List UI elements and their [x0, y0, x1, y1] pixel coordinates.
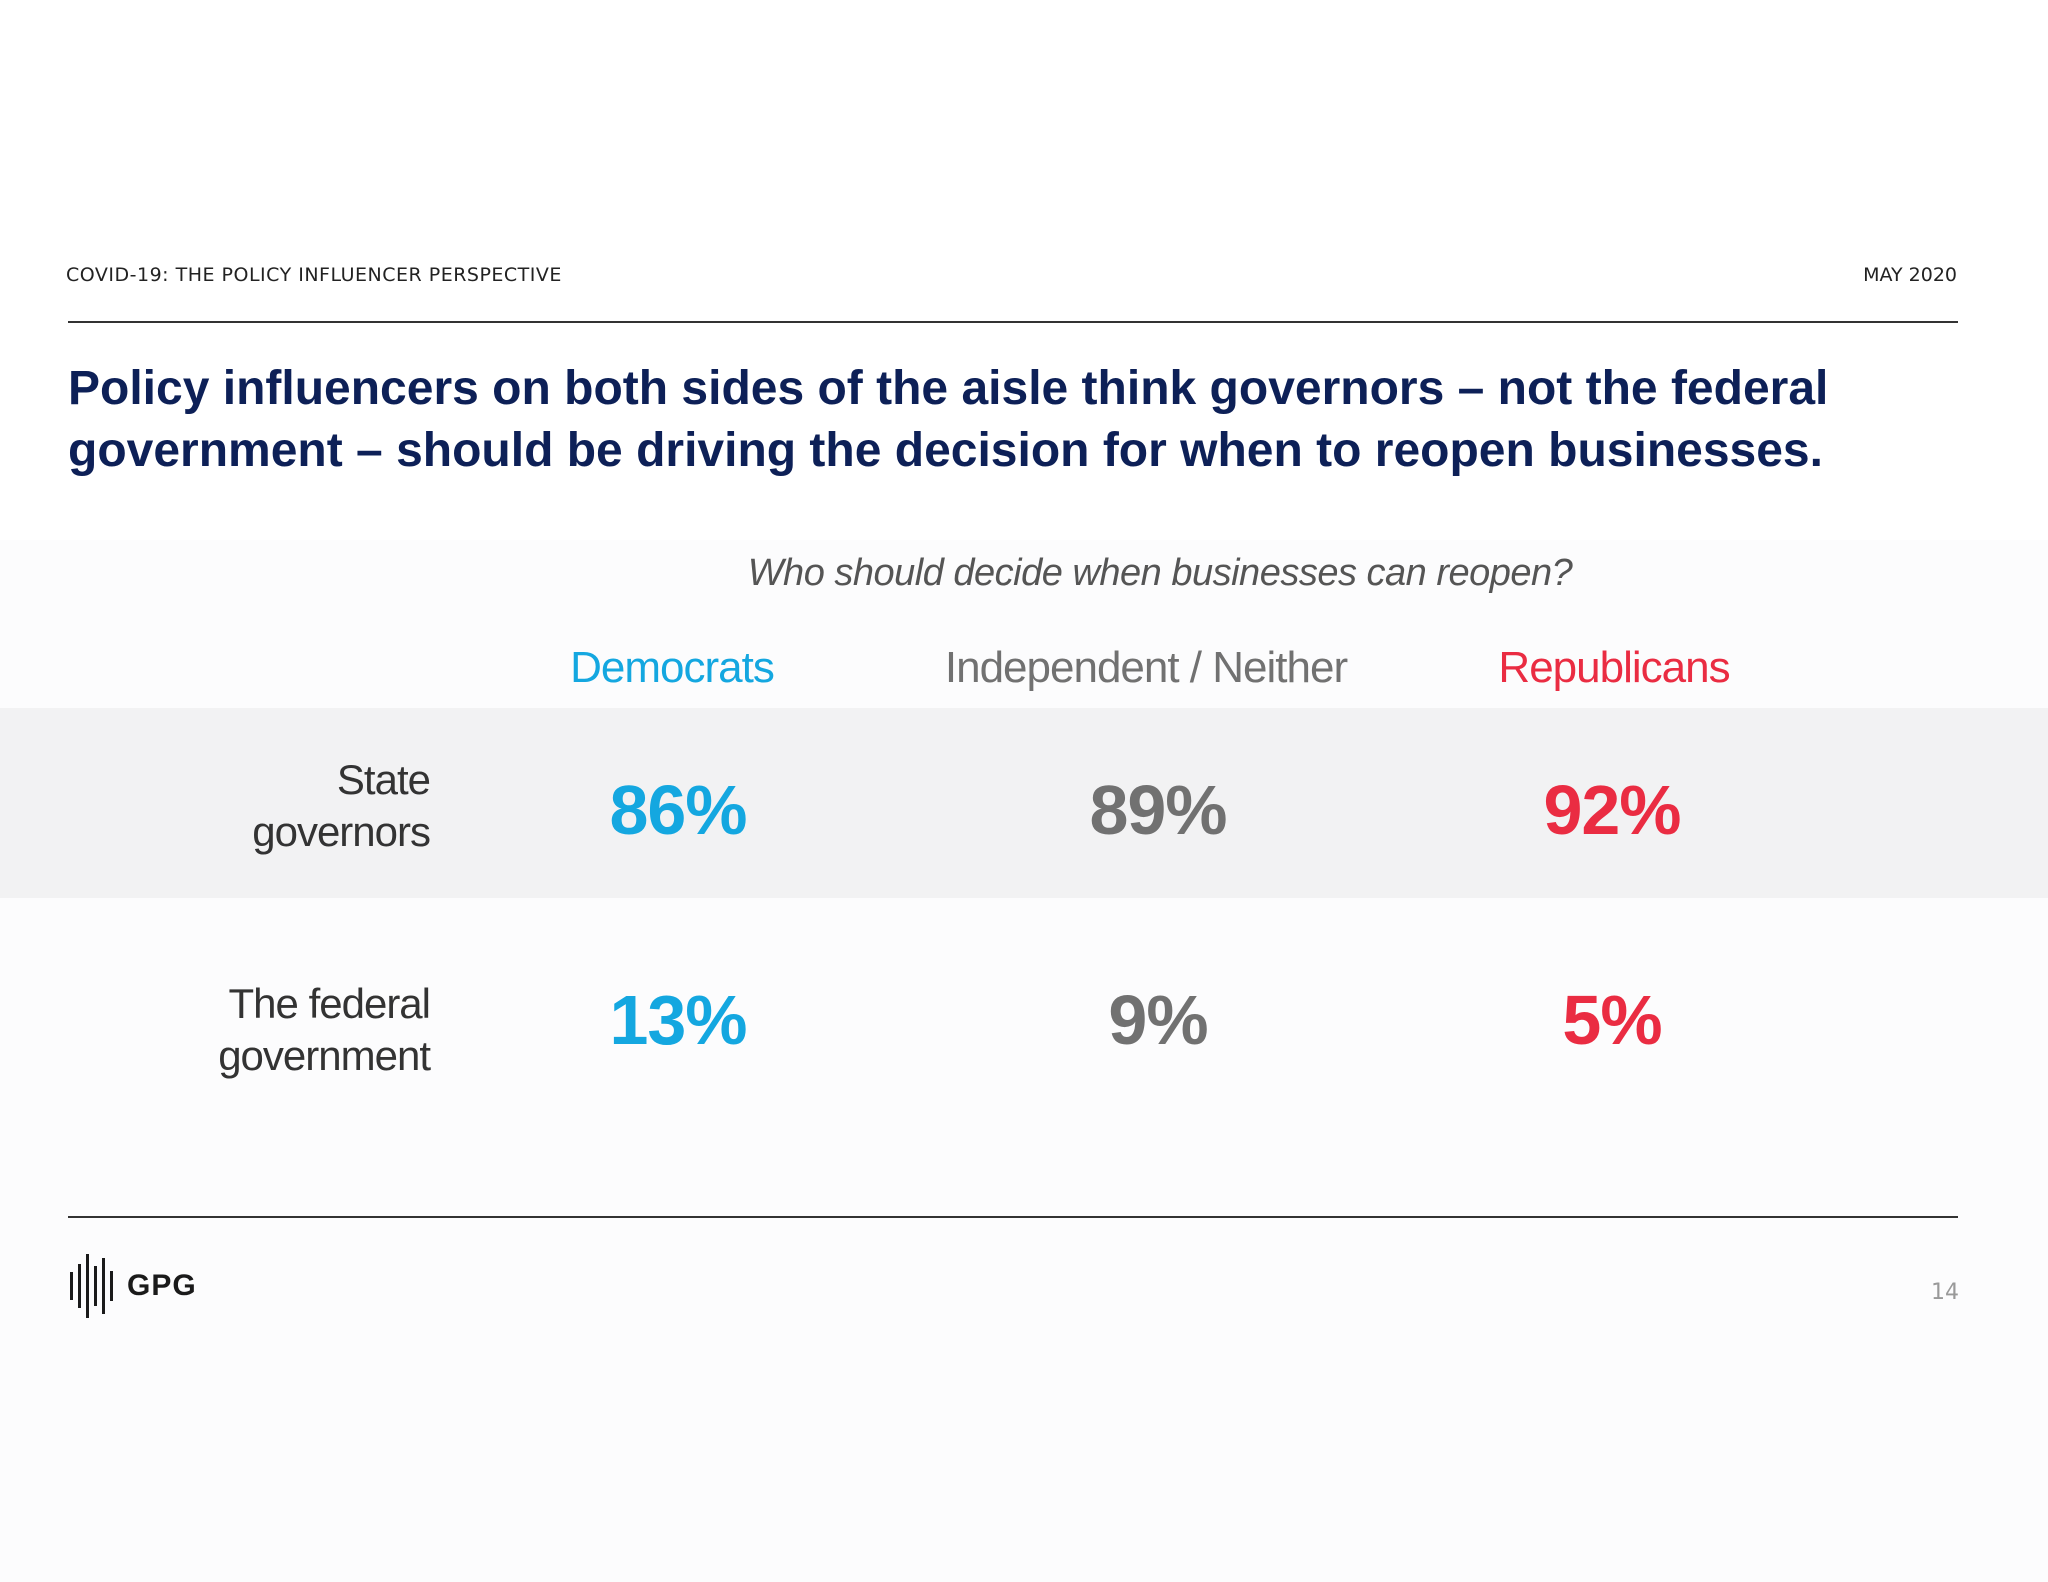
row-label-line: The federal — [228, 980, 431, 1027]
value-federal-independent: 9% — [1108, 981, 1208, 1059]
gpg-logo: GPG — [70, 1252, 197, 1320]
logo-text: GPG — [127, 1269, 197, 1302]
page-number: 14 — [1931, 1280, 1959, 1305]
value-state-republicans: 92% — [1543, 771, 1681, 849]
value-state-independent: 89% — [1089, 771, 1227, 849]
column-header-independent: Independent / Neither — [944, 643, 1348, 692]
row-label-line: governors — [252, 808, 431, 855]
header-divider — [68, 321, 1958, 323]
slide-headline: Policy influencers on both sides of the … — [68, 362, 1829, 477]
row-label-federal-government: The federal government — [150, 978, 431, 1082]
row-label-line: government — [218, 1032, 431, 1079]
report-date: MAY 2020 — [1863, 264, 1957, 286]
value-federal-democrats: 13% — [609, 981, 747, 1059]
column-header-democrats: Democrats — [570, 643, 775, 692]
value-state-democrats: 86% — [609, 771, 747, 849]
row-label-line: State — [336, 756, 431, 803]
chart-question: Who should decide when businesses can re… — [747, 552, 1573, 594]
highlight-row-band — [0, 708, 2048, 898]
footer-divider — [68, 1216, 1958, 1218]
row-label-state-governors: State governors — [150, 754, 431, 858]
report-title: COVID-19: THE POLICY INFLUENCER PERSPECT… — [66, 264, 562, 286]
value-federal-republicans: 5% — [1562, 981, 1662, 1059]
waveform-icon — [70, 1254, 113, 1318]
column-header-republicans: Republicans — [1498, 643, 1730, 692]
